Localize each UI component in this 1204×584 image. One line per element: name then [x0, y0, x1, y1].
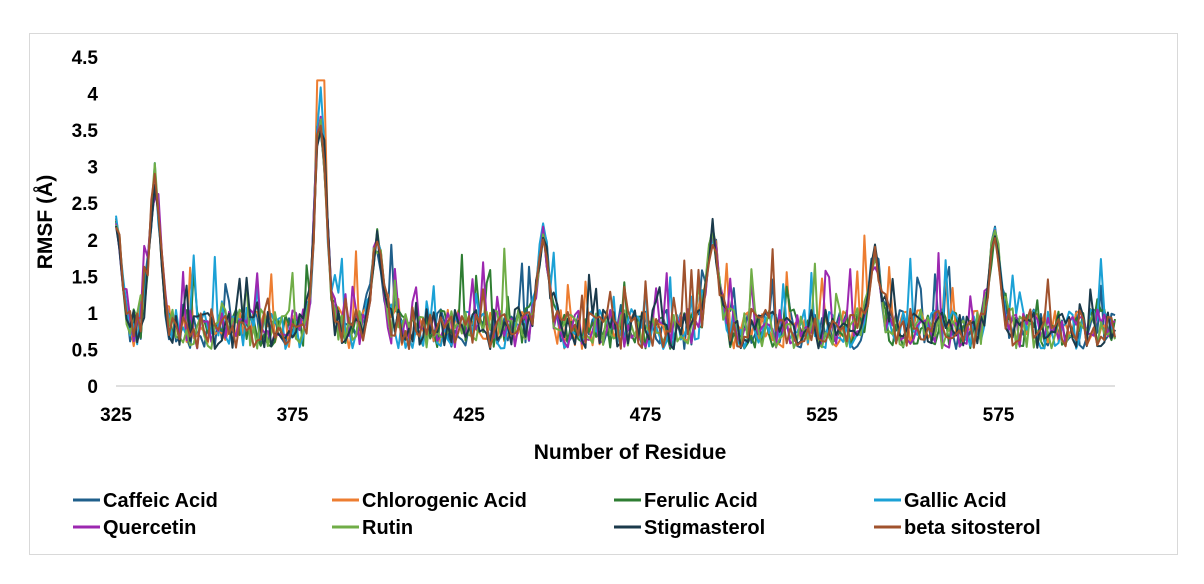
x-tick-label: 375: [277, 405, 309, 426]
legend-label: Quercetin: [103, 517, 196, 539]
y-axis-ticks: 0 0.5 1 1.5 2 2.5 3 3.5 4 4.5: [72, 48, 99, 398]
legend-label: Gallic Acid: [904, 490, 1007, 512]
legend-label: beta sitosterol: [904, 517, 1041, 539]
y-tick-label: 1: [87, 304, 98, 325]
x-tick-label: 475: [630, 405, 662, 426]
series-line: [115, 129, 1116, 351]
x-axis-ticks: 325 375 425 475 525 575: [100, 405, 1015, 426]
y-tick-label: 3.5: [72, 121, 99, 142]
y-tick-label: 2.5: [72, 194, 99, 215]
y-tick-label: 4.5: [72, 48, 99, 69]
y-tick-label: 0: [87, 377, 98, 398]
x-tick-label: 575: [983, 405, 1015, 426]
x-tick-label: 325: [100, 405, 132, 426]
y-tick-label: 1.5: [72, 267, 99, 288]
legend: Caffeic Acid Chlorogenic Acid Ferulic Acid…: [73, 490, 1041, 539]
series-line: [115, 124, 1116, 350]
y-tick-label: 0.5: [72, 340, 99, 361]
y-tick-label: 3: [87, 158, 98, 179]
x-axis-title: Number of Residue: [534, 441, 727, 464]
legend-label: Chlorogenic Acid: [362, 490, 527, 512]
legend-label: Caffeic Acid: [103, 490, 218, 512]
y-tick-label: 4: [87, 85, 98, 106]
series-lines: [115, 79, 1116, 351]
x-tick-label: 525: [806, 405, 838, 426]
legend-label: Ferulic Acid: [644, 490, 758, 512]
y-axis-title: RMSF (Å): [33, 175, 57, 269]
x-tick-label: 425: [453, 405, 485, 426]
y-tick-label: 2: [87, 231, 98, 252]
legend-label: Rutin: [362, 517, 413, 539]
legend-label: Stigmasterol: [644, 517, 765, 539]
